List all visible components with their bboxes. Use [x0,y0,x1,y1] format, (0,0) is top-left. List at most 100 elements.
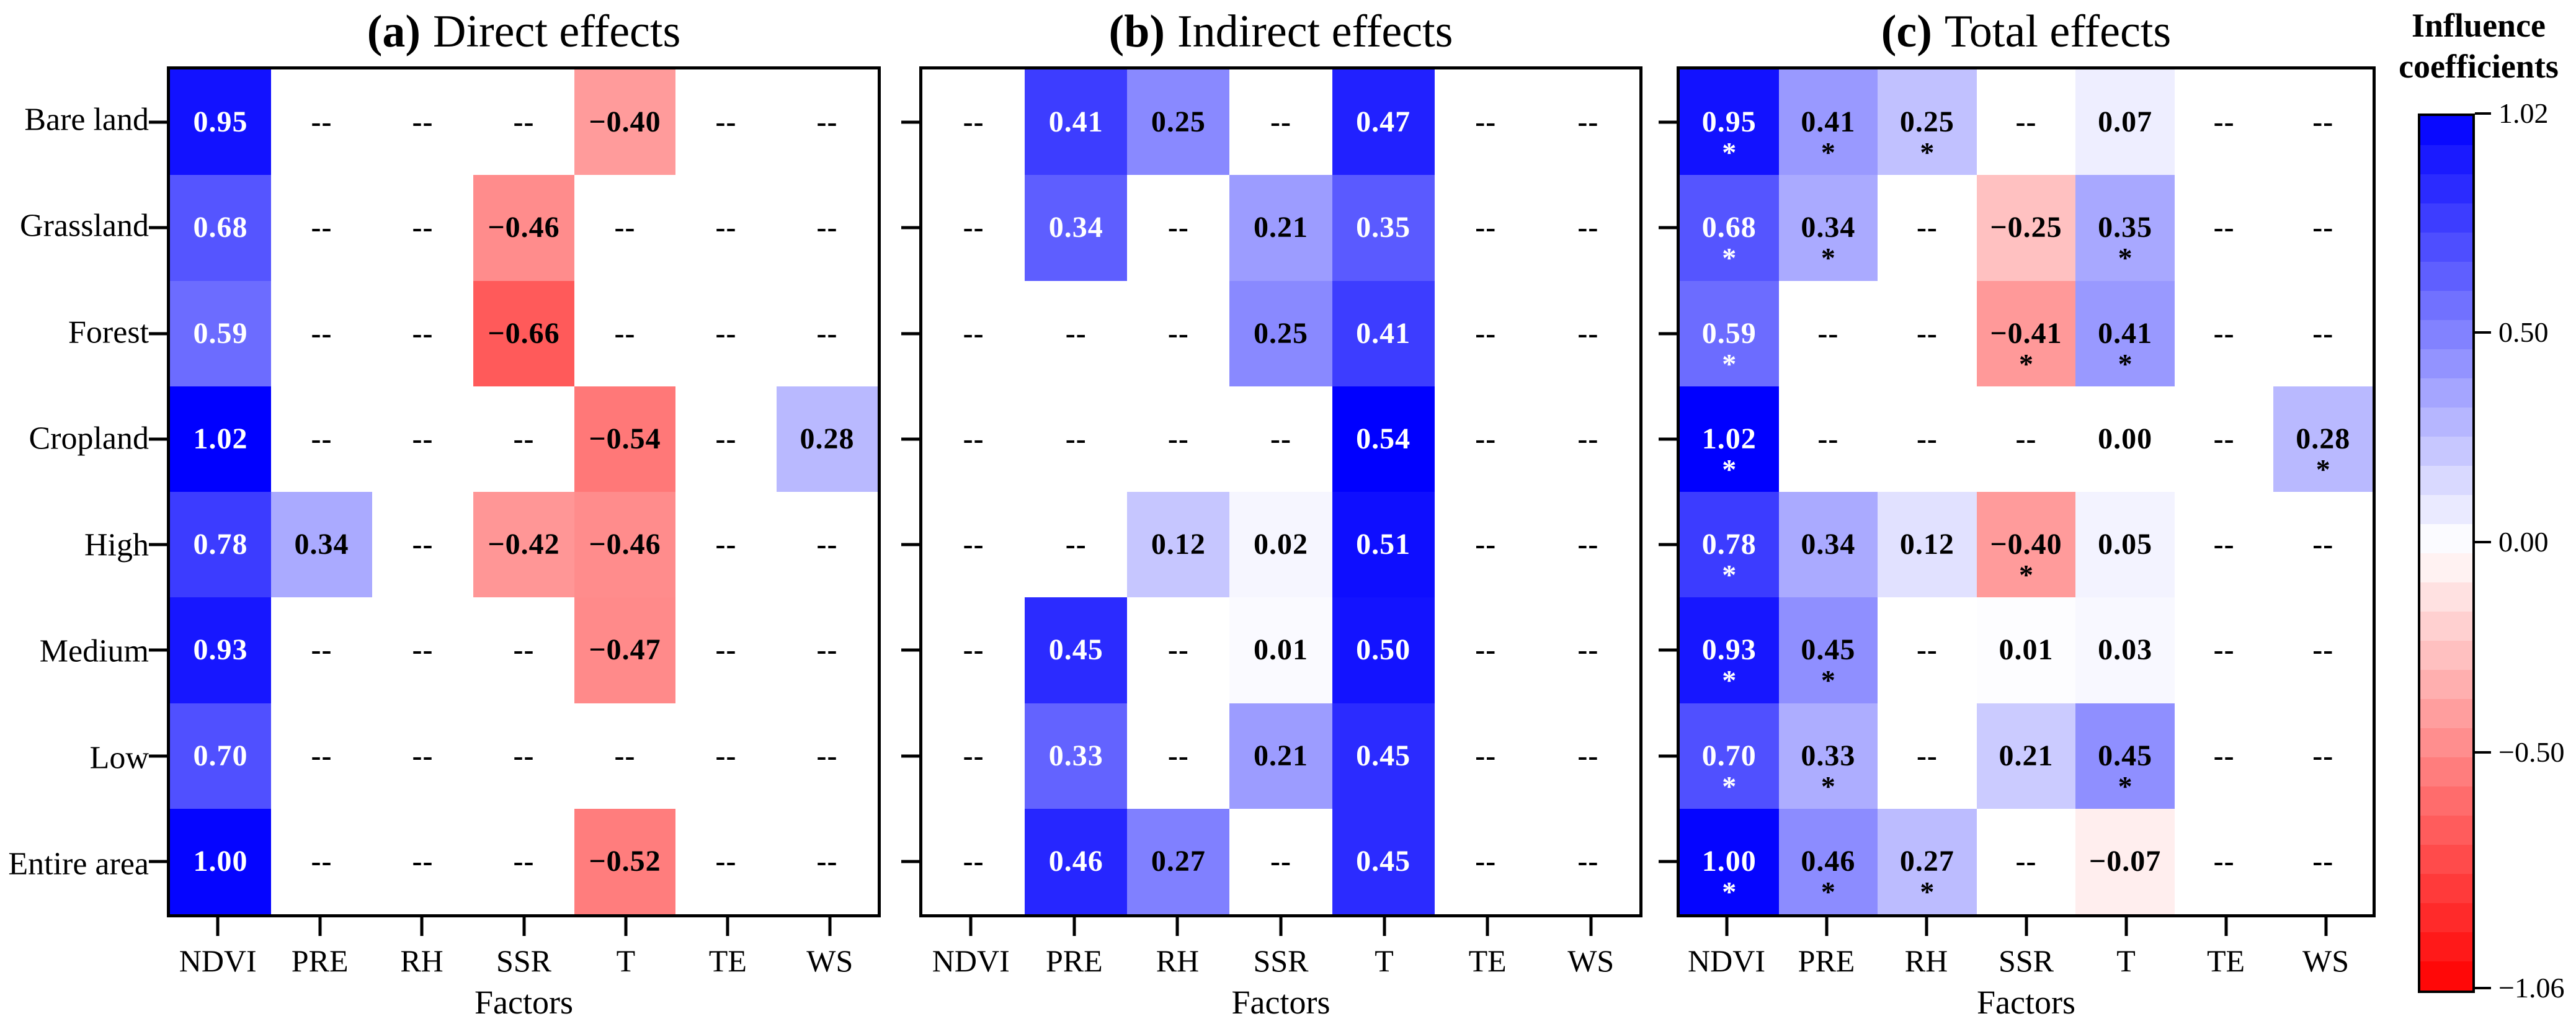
heatmap-cell: -- [1434,175,1537,281]
x-axis-label-pre: PRE [1045,943,1103,978]
heatmap-cell: 0.35 [1332,175,1435,281]
heatmap-cell: 0.59 [170,280,271,386]
panel-letter-c: (c) [1881,6,1932,57]
y-axis-tick [149,226,167,229]
heatmap-cell: 0.51 [1332,492,1435,598]
heatmap-cell: -- [1434,386,1537,492]
x-axis-label-ssr: SSR [1999,943,2054,978]
colorbar-tick [2475,541,2491,544]
heatmap-cell: −0.42 [473,492,574,598]
heatmap-cell: −0.66 [473,280,574,386]
heatmap-cell: -- [372,808,473,914]
cell-value: 0.35 [2098,211,2153,244]
x-axis-label-te: TE [1468,943,1507,978]
y-axis-tick [149,543,167,546]
heatmap-cell: -- [2174,280,2274,386]
heatmap-cell: -- [777,597,878,703]
missing-value-marker: -- [1167,316,1189,350]
heatmap-cell: -- [271,280,372,386]
cell-value: 0.25 [1253,316,1308,350]
x-axis-label-t: T [1375,943,1394,978]
panel-total-effects: (c) Total effects 0.95 * 0.41 * 0.25 * -- 0.07 --… [1659,0,2376,1029]
heatmap-cell: -- [372,175,473,281]
cell-value: 0.93 [1701,633,1757,667]
cell-value: −0.41 [1990,316,2062,350]
heatmap-cell: -- [1127,280,1230,386]
missing-value-marker: -- [963,633,984,667]
cell-value: 0.95 [193,105,248,139]
heatmap-cell: -- [1434,69,1537,176]
x-axis-tick [1825,917,1828,936]
cell-value: −0.46 [488,211,560,244]
missing-value-marker: -- [715,739,737,772]
x-axis-tick [726,917,729,936]
heatmap-cell: -- [1878,386,1977,492]
cell-value: 0.41 [1801,105,1856,139]
heatmap-cell: -- [1434,703,1537,809]
x-axis-label-pre: PRE [291,943,349,978]
heatmap-cell: -- [2273,175,2373,281]
missing-value-marker: -- [715,528,737,561]
x-axis-labels-c: NDVI PRE RH SSR T TE WS [1677,938,2376,983]
x-axis-ticks-b [919,917,1642,938]
cell-value: 0.12 [1899,528,1954,561]
significance-asterisk: * [1722,770,1737,802]
heatmap-cell: -- [271,175,372,281]
heatmap-cell: -- [675,69,777,176]
heatmap-cell: -- [271,386,372,492]
cell-value: 0.70 [193,739,248,772]
heatmap-cell: 0.27 * [1878,808,1977,914]
heatmap-cell: -- [2174,492,2274,598]
cell-value: 0.45 [1356,844,1411,878]
heatmap-cell: -- [2273,69,2373,176]
cell-value: 0.27 [1151,844,1206,878]
heatmap-cell: 0.12 [1878,492,1977,598]
heatmap-cell: 0.07 [2075,69,2175,176]
heatmap-cell: 0.25 * [1878,69,1977,176]
missing-value-marker: -- [1270,844,1291,878]
x-axis-label-ws: WS [806,943,853,978]
y-axis-tick [149,437,167,441]
heatmap-cell: 0.45 * [1778,597,1878,703]
cell-value: 0.27 [1899,844,1954,878]
y-axis-tick [1659,437,1677,441]
y-axis-tick [901,860,919,863]
heatmap-cell: 0.21 [1229,703,1332,809]
missing-value-marker: -- [2213,105,2235,139]
missing-value-marker: -- [816,633,838,667]
heatmap-cell: -- [922,280,1025,386]
cell-value: 0.00 [2098,422,2153,455]
missing-value-marker: -- [2312,316,2334,350]
cell-value: 0.25 [1151,105,1206,139]
cell-value: 0.28 [2296,422,2351,455]
heatmap-direct-effects: 0.95 -- -- -- −0.40 -- -- 0.68 -- -- −0.46 -- -- -- 0.… [149,66,881,917]
heatmap-cell: -- [574,703,675,809]
heatmap-cell: -- [777,175,878,281]
heatmap-cell: -- [1536,69,1639,176]
missing-value-marker: -- [1475,633,1497,667]
significance-asterisk: * [1722,559,1737,591]
cell-value: −0.40 [1990,528,2062,561]
cell-value: 0.68 [1701,211,1757,244]
x-axis-title-b: Factors [1231,984,1330,1021]
row-label-low: Low [89,740,149,776]
row-label-grassland: Grassland [20,208,149,244]
heatmap-cell: 0.34 [1025,175,1128,281]
heatmap-cell: 0.34 [1778,492,1878,598]
significance-asterisk: * [1920,136,1935,169]
x-axis-label-ndvi: NDVI [1688,943,1765,978]
heatmap-cell: -- [922,175,1025,281]
heatmap-cell: -- [1229,808,1332,914]
missing-value-marker: -- [2312,211,2334,244]
y-axis-tick [1659,754,1677,758]
x-axis-label-ndvi: NDVI [179,943,257,978]
y-axis-tick [901,754,919,758]
missing-value-marker: -- [412,633,434,667]
y-axis-tick [901,332,919,336]
missing-value-marker: -- [816,528,838,561]
heatmap-cell: -- [2174,703,2274,809]
cell-value: −0.47 [589,633,661,667]
heatmap-cell: 0.45 [1025,597,1128,703]
missing-value-marker: -- [715,422,737,455]
missing-value-marker: -- [1577,211,1599,244]
